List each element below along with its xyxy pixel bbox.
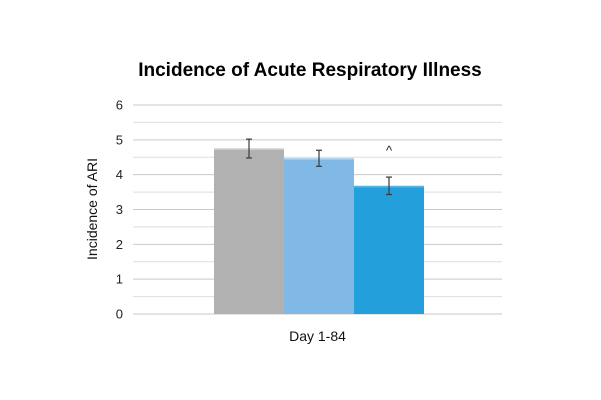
bar-series-2 [284,158,354,314]
bar-series-1 [214,148,284,314]
y-axis-ticks: 0 1 2 3 4 5 6 [116,98,123,322]
bar-series-3 [354,185,424,314]
x-axis-ticks: Day 1-84 [289,328,346,344]
error-bar-series-2 [316,149,322,167]
y-tick-label: 0 [116,307,123,322]
bars [214,148,424,314]
error-bars [246,138,392,196]
y-tick-label: 5 [116,132,123,147]
y-axis-label: Incidence of ARI [84,158,100,260]
y-tick-label: 3 [116,202,123,217]
y-tick-label: 2 [116,237,123,252]
y-tick-label: 4 [116,167,123,182]
y-tick-label: 6 [116,98,123,113]
chart-title: Incidence of Acute Respiratory Illness [138,60,482,81]
x-category-label: Day 1-84 [289,328,346,344]
annotations: ^ [386,143,393,158]
error-bar-series-3 [386,176,392,196]
significance-marker: ^ [386,143,393,158]
y-tick-label: 1 [116,272,123,287]
error-bar-series-1 [246,138,252,159]
